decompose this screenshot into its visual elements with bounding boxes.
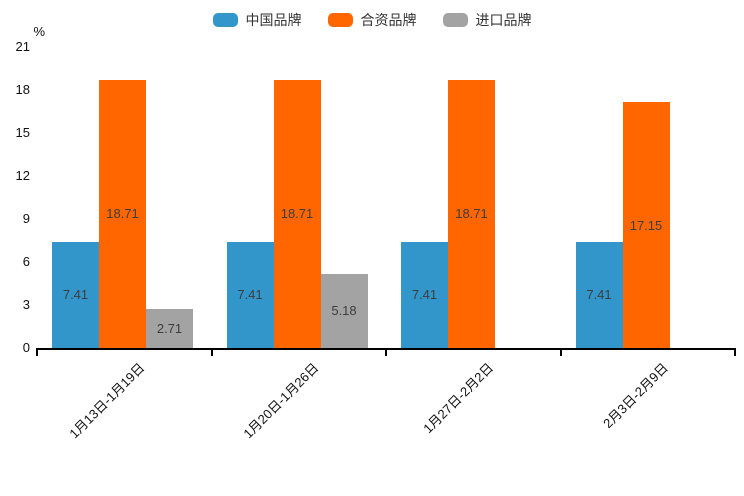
bar-中国品牌-2月3日-2月9日[interactable]: 7.41 xyxy=(575,241,623,348)
bar-value-label: 7.41 xyxy=(237,287,263,303)
bar-value-label: 18.71 xyxy=(106,206,139,222)
x-axis-tick-mark xyxy=(36,350,38,356)
y-axis-tick-label: 21 xyxy=(15,39,30,54)
bar-合资品牌-1月13日-1月19日[interactable]: 18.71 xyxy=(99,79,146,348)
bar-value-label: 7.41 xyxy=(62,287,89,303)
legend-item-2[interactable]: 进口品牌 xyxy=(442,10,532,30)
legend-item-0[interactable]: 中国品牌 xyxy=(212,10,302,30)
bar-中国品牌-1月20日-1月26日[interactable]: 7.41 xyxy=(226,241,274,348)
x-axis-category-label: 1月13日-1月19日 xyxy=(65,360,147,442)
y-axis-tick-label: 6 xyxy=(22,254,30,269)
bar-value-label: 7.41 xyxy=(586,287,612,303)
x-axis-line xyxy=(36,348,736,350)
y-axis-unit-label: % xyxy=(33,24,45,39)
y-axis-tick-label: 15 xyxy=(15,125,30,140)
legend-marker-icon xyxy=(327,13,353,27)
chart-legend: 中国品牌 合资品牌 进口品牌 xyxy=(0,10,744,30)
bar-value-label: 2.71 xyxy=(156,321,183,337)
bar-中国品牌-1月13日-1月19日[interactable]: 7.41 xyxy=(52,241,99,348)
bar-进口品牌-1月13日-1月19日[interactable]: 2.71 xyxy=(146,309,193,348)
y-axis-tick-label: 0 xyxy=(22,340,30,355)
x-axis-category-label: 1月27日-2月2日 xyxy=(419,360,496,437)
x-axis-tick-mark xyxy=(385,350,387,356)
x-axis-tick-mark xyxy=(559,350,562,356)
legend-item-1[interactable]: 合资品牌 xyxy=(327,10,417,30)
bar-合资品牌-2月3日-2月9日[interactable]: 17.15 xyxy=(622,102,670,348)
x-axis-tick-mark xyxy=(734,350,736,356)
bar-value-label: 7.41 xyxy=(411,287,438,303)
legend-marker-icon xyxy=(442,13,468,27)
bar-合资品牌-1月27日-2月2日[interactable]: 18.71 xyxy=(448,79,495,348)
bar-合资品牌-1月20日-1月26日[interactable]: 18.71 xyxy=(273,79,321,348)
x-axis-category-label: 1月20日-1月26日 xyxy=(240,360,322,442)
y-axis-tick-label: 3 xyxy=(22,297,30,312)
legend-label: 合资品牌 xyxy=(360,12,417,28)
y-axis-tick-label: 18 xyxy=(15,82,30,97)
x-axis-category-label: 2月3日-2月9日 xyxy=(599,360,671,432)
bar-进口品牌-1月20日-1月26日[interactable]: 5.18 xyxy=(320,273,368,348)
y-axis-tick-label: 9 xyxy=(22,211,30,226)
bar-value-label: 17.15 xyxy=(629,217,663,233)
legend-marker-icon xyxy=(212,13,238,27)
bar-value-label: 18.71 xyxy=(455,206,488,222)
bar-中国品牌-1月27日-2月2日[interactable]: 7.41 xyxy=(401,241,448,348)
legend-label: 中国品牌 xyxy=(245,12,302,28)
bar-value-label: 5.18 xyxy=(331,303,357,319)
legend-label: 进口品牌 xyxy=(475,12,532,28)
y-axis-tick-label: 12 xyxy=(15,168,30,183)
x-axis-tick-mark xyxy=(210,350,213,356)
bar-value-label: 18.71 xyxy=(280,206,314,222)
